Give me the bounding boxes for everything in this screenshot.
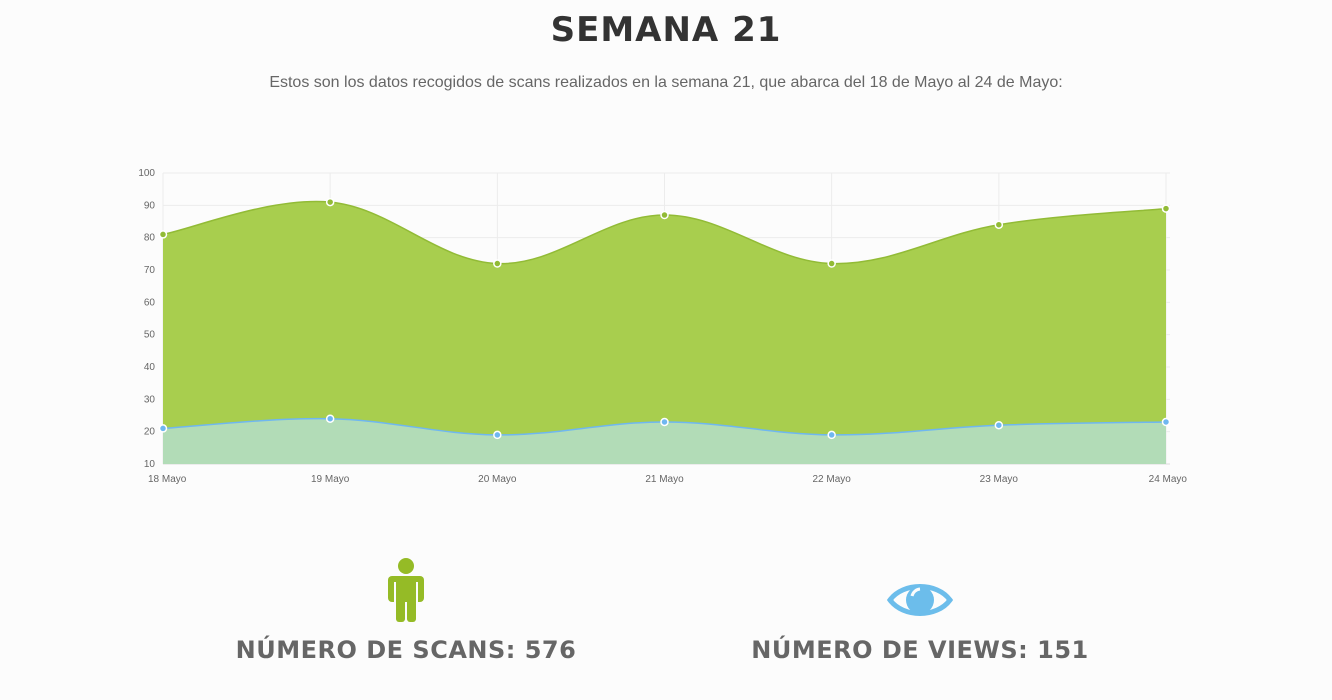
page-subtitle: Estos son los datos recogidos de scans r… [269,74,1063,91]
data-point[interactable] [493,259,502,268]
x-tick-label: 21 Mayo [645,474,684,485]
chart-points [158,197,1171,440]
data-point[interactable] [827,259,836,268]
scans-stat: NÚMERO DE SCANS: 576 [176,550,636,664]
x-tick-label: 23 Mayo [980,474,1019,485]
x-axis-ticks: 18 Mayo 19 Mayo 20 Mayo 21 Mayo 22 Mayo 23 Ma… [148,474,1187,485]
y-tick-label: 70 [144,265,156,276]
data-point[interactable] [1161,417,1171,427]
y-tick-label: 20 [144,427,156,438]
y-tick-label: 60 [144,297,156,308]
data-point[interactable] [660,417,669,427]
data-point[interactable] [325,197,335,207]
y-tick-label: 50 [144,330,156,341]
views-stat: NÚMERO DE VIEWS: 151 [690,550,1150,664]
y-tick-label: 30 [144,394,156,405]
x-tick-label: 22 Mayo [812,474,851,485]
y-tick-label: 90 [144,200,156,211]
y-tick-label: 80 [144,233,156,244]
eye-icon [887,584,953,616]
data-point[interactable] [827,430,836,440]
data-point[interactable] [994,220,1004,229]
data-point[interactable] [325,414,335,423]
data-point[interactable] [994,420,1004,430]
data-point[interactable] [158,424,168,433]
scans-count-label: NÚMERO DE SCANS: 576 [235,636,577,664]
y-axis-ticks: 10 20 30 40 50 60 70 80 90 100 [138,168,155,470]
y-tick-label: 100 [138,168,155,179]
data-point[interactable] [1161,204,1171,213]
x-tick-label: 24 Mayo [1149,474,1188,485]
y-tick-label: 10 [144,459,156,470]
x-tick-label: 20 Mayo [478,474,517,485]
data-point[interactable] [660,210,669,220]
y-tick-label: 40 [144,362,156,373]
x-tick-label: 18 Mayo [148,474,187,485]
series-area-1 [163,418,1166,464]
data-point[interactable] [158,230,168,239]
person-icon [388,558,424,622]
page-title: SEMANA 21 [550,10,782,50]
area-chart: 10 20 30 40 50 60 70 80 90 100 18 Mayo 19 Mayo 20 M… [138,168,1187,485]
views-count-label: NÚMERO DE VIEWS: 151 [751,636,1089,664]
data-point[interactable] [493,430,502,440]
series-area-0 [163,201,1166,464]
x-tick-label: 19 Mayo [311,474,350,485]
